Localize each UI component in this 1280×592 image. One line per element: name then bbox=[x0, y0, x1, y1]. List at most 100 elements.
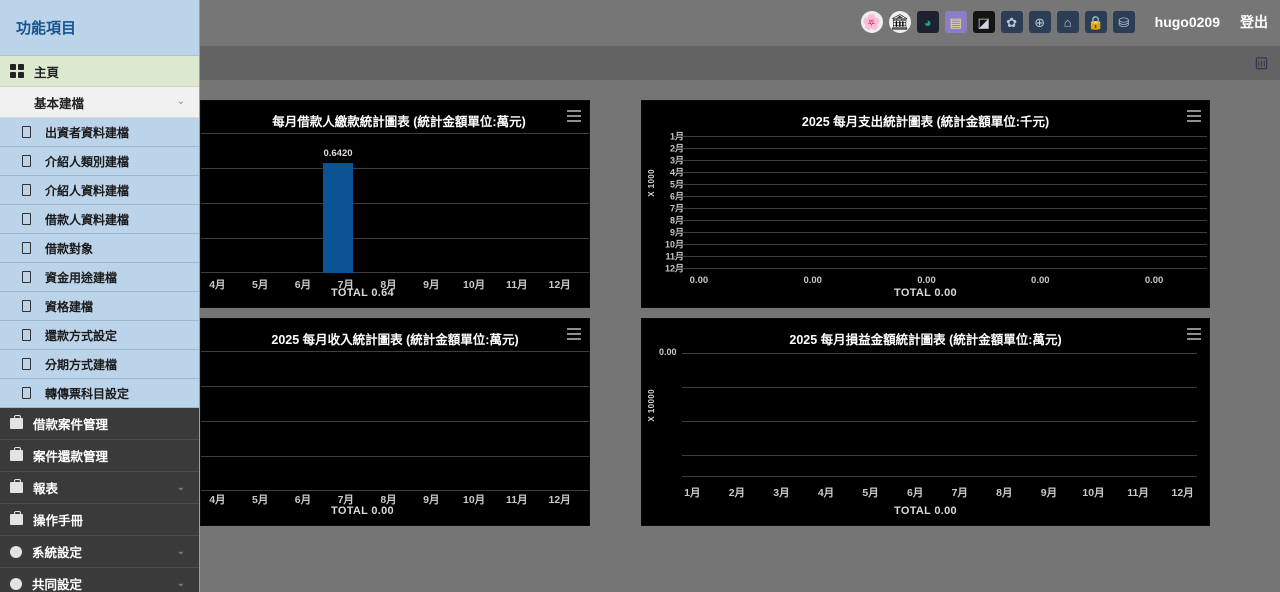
file-icon bbox=[22, 242, 31, 254]
trash-icon[interactable] bbox=[1252, 54, 1270, 72]
hamburger-icon[interactable] bbox=[1187, 110, 1201, 122]
sidebar: 功能項目 主頁 基本建檔 ⌄ 出資者資料建檔 介紹人類別建檔 介紹人資料建檔 借… bbox=[0, 0, 200, 592]
x-tick: 5月 bbox=[252, 279, 269, 291]
lock-icon[interactable]: 🔒 bbox=[1084, 11, 1107, 33]
x-tick: 7月 bbox=[337, 494, 354, 506]
sidebar-item-fund-usage[interactable]: 資金用途建檔 bbox=[0, 263, 199, 292]
sidebar-group-basic-setup[interactable]: 基本建檔 ⌄ bbox=[0, 87, 199, 118]
flower-logo-icon[interactable]: 🌸 bbox=[860, 11, 883, 33]
x-tick: 0.00 bbox=[1031, 275, 1050, 286]
file-icon bbox=[22, 271, 31, 283]
file-icon bbox=[22, 213, 31, 225]
hamburger-icon[interactable] bbox=[567, 110, 581, 122]
sidebar-item-referrer-data[interactable]: 介紹人資料建檔 bbox=[0, 176, 199, 205]
chart-payments-panel: 每月借款人繳款統計圖表 (統計金額單位:萬元) 0.6420 4月 5月 6月 … bbox=[200, 100, 590, 308]
x-tick: 0.00 bbox=[803, 275, 822, 286]
x-tick: 0.00 bbox=[689, 275, 709, 286]
x-tick: 8月 bbox=[996, 487, 1013, 499]
sidebar-item-common-settings[interactable]: 共同設定 ⌄ bbox=[0, 568, 199, 592]
screen-share-icon[interactable]: ◪ bbox=[972, 11, 995, 33]
globe-icon[interactable]: ⊕ bbox=[1028, 11, 1051, 33]
sidebar-item-label: 案件還款管理 bbox=[33, 450, 109, 464]
briefcase-icon bbox=[10, 447, 23, 461]
x-tick: 8月 bbox=[380, 279, 397, 291]
header-icon-tray: 🌸 🏛 ◕ ▤ ◪ ✿ ⊕ ⌂ 🔒 ⛁ hugo0209 登出 bbox=[860, 11, 1280, 33]
sidebar-item-referrer-category[interactable]: 介紹人類別建檔 bbox=[0, 147, 199, 176]
chart-income-title: 2025 每月收入統計圖表 (統計金額單位:萬元) bbox=[271, 333, 519, 347]
sidebar-item-label: 分期方式建檔 bbox=[45, 357, 118, 372]
hamburger-icon[interactable] bbox=[1187, 328, 1201, 340]
sidebar-item-qualification[interactable]: 資格建檔 bbox=[0, 292, 199, 321]
clock-icon[interactable]: ◕ bbox=[916, 11, 939, 33]
sidebar-item-label: 共同設定 bbox=[32, 578, 83, 592]
sidebar-item-label: 介紹人資料建檔 bbox=[45, 183, 130, 198]
file-icon bbox=[22, 126, 31, 138]
x-tick: 12月 bbox=[548, 279, 571, 291]
chart-profit-loss-panel: 2025 每月損益金額統計圖表 (統計金額單位:萬元) X 10000 0.00… bbox=[641, 318, 1210, 526]
sidebar-item-loan-target[interactable]: 借款對象 bbox=[0, 234, 199, 263]
x-tick: 9月 bbox=[1040, 487, 1058, 499]
palette-icon[interactable]: ✿ bbox=[1000, 11, 1023, 33]
sidebar-item-loan-case-management[interactable]: 借款案件管理 bbox=[0, 408, 199, 440]
file-icon bbox=[22, 387, 31, 399]
sidebar-item-label: 介紹人類別建檔 bbox=[45, 154, 130, 169]
sidebar-item-label: 操作手冊 bbox=[33, 514, 84, 528]
bank-logo-icon[interactable]: 🏛 bbox=[888, 11, 911, 33]
sidebar-item-label: 主頁 bbox=[34, 65, 60, 80]
y-tick-zero: 0.00 bbox=[659, 347, 677, 357]
chart-income-total: TOTAL 0.00 bbox=[331, 505, 394, 517]
x-tick: 7月 bbox=[337, 279, 354, 291]
chart-expenses-total: TOTAL 0.00 bbox=[894, 287, 957, 299]
chevron-down-icon: ⌄ bbox=[176, 481, 185, 493]
document-icon[interactable]: ▤ bbox=[944, 11, 967, 33]
bell-icon[interactable]: ⌂ bbox=[1056, 11, 1079, 33]
x-tick: 5月 bbox=[252, 494, 269, 506]
logout-button[interactable]: 登出 bbox=[1240, 14, 1268, 30]
file-icon bbox=[22, 358, 31, 370]
gear-icon bbox=[10, 545, 22, 558]
chart-payments-title: 每月借款人繳款統計圖表 (統計金額單位:萬元) bbox=[272, 115, 526, 129]
sidebar-item-label: 資金用途建檔 bbox=[45, 270, 118, 285]
sidebar-item-manual[interactable]: 操作手冊 bbox=[0, 504, 199, 536]
x-tick: 6月 bbox=[907, 487, 924, 499]
chevron-down-icon: ⌄ bbox=[176, 96, 185, 107]
sidebar-item-installment-method[interactable]: 分期方式建檔 bbox=[0, 350, 199, 379]
sidebar-item-repayment-method[interactable]: 還款方式設定 bbox=[0, 321, 199, 350]
briefcase-icon bbox=[10, 511, 23, 525]
x-tick: 8月 bbox=[380, 494, 397, 506]
sidebar-item-label: 轉傳票科目設定 bbox=[45, 386, 130, 401]
file-icon bbox=[22, 155, 31, 167]
chart-profit-loss-yaxis-title: X 10000 bbox=[647, 389, 656, 422]
sidebar-item-case-repayment-management[interactable]: 案件還款管理 bbox=[0, 440, 199, 472]
top-header: 🌸 🏛 ◕ ▤ ◪ ✿ ⊕ ⌂ 🔒 ⛁ hugo0209 登出 bbox=[0, 0, 1280, 44]
action-toolbar bbox=[0, 46, 1280, 80]
sidebar-item-label: 報表 bbox=[33, 482, 59, 496]
x-tick: 11月 bbox=[506, 279, 528, 291]
bar-value-label: 0.6420 bbox=[323, 148, 353, 159]
x-tick: 5月 bbox=[862, 487, 879, 499]
sidebar-item-label: 系統設定 bbox=[32, 546, 83, 560]
x-tick: 12月 bbox=[1171, 487, 1194, 499]
sidebar-item-investor-data[interactable]: 出資者資料建檔 bbox=[0, 118, 199, 147]
file-icon bbox=[22, 329, 31, 341]
x-tick: 1月 bbox=[684, 487, 701, 499]
x-tick: 2月 bbox=[728, 487, 746, 499]
sidebar-item-system-settings[interactable]: 系統設定 ⌄ bbox=[0, 536, 199, 568]
x-tick: 3月 bbox=[773, 487, 790, 499]
sidebar-item-home[interactable]: 主頁 bbox=[0, 56, 199, 87]
hamburger-icon[interactable] bbox=[567, 328, 581, 340]
x-tick: 4月 bbox=[817, 487, 835, 499]
sitemap-icon[interactable]: ⛁ bbox=[1112, 11, 1135, 33]
sidebar-item-reports[interactable]: 報表 ⌄ bbox=[0, 472, 199, 504]
sidebar-item-voucher-account[interactable]: 轉傳票科目設定 bbox=[0, 379, 199, 408]
x-tick: 4月 bbox=[209, 494, 226, 506]
chart-expenses-panel: 2025 每月支出統計圖表 (統計金額單位:千元) X 1000 1月 2月 3… bbox=[641, 100, 1210, 308]
username-label: hugo0209 bbox=[1154, 14, 1220, 30]
grid-icon bbox=[10, 64, 24, 78]
chart-payments-plot: 0.6420 bbox=[201, 133, 589, 273]
bar-7月 bbox=[323, 163, 353, 273]
sidebar-item-borrower-data[interactable]: 借款人資料建檔 bbox=[0, 205, 199, 234]
chevron-down-icon: ⌄ bbox=[176, 577, 185, 589]
chart-profit-loss-xaxis: 1月 2月 3月 4月 5月 6月 7月 8月 9月 10月 11月 12月 bbox=[670, 485, 1205, 500]
x-tick: 10月 bbox=[462, 494, 486, 506]
